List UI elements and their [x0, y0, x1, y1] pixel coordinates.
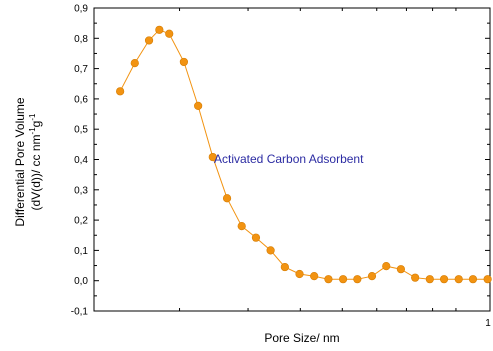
y-axis-title-line1: Differential Pore Volume [13, 97, 27, 227]
data-point [116, 87, 125, 96]
x-tick-label: 1 [485, 318, 491, 329]
data-point [295, 269, 304, 279]
data-point [165, 29, 174, 38]
data-point [237, 222, 246, 231]
data-point [338, 275, 348, 284]
y-axis-unit-sup1: -1 [28, 127, 37, 135]
data-point [266, 246, 275, 255]
y-tick-label: 0,7 [74, 64, 88, 75]
y-tick-label: 0,3 [74, 185, 88, 196]
y-axis-unit-g: g [29, 121, 43, 128]
data-point [208, 152, 217, 162]
data-point [194, 101, 203, 110]
y-axis-title-line2: (dV(d))/ cc nm-1g-1 [28, 113, 43, 210]
data-point [425, 275, 434, 284]
y-tick-label: 0,4 [74, 155, 88, 166]
y-tick-label: 0,2 [74, 216, 88, 227]
data-point [483, 275, 492, 284]
data-point [454, 275, 463, 284]
data-point [382, 262, 391, 271]
y-tick-label: 0,9 [74, 4, 88, 15]
data-point [310, 272, 319, 281]
data-point [144, 36, 154, 45]
y-axis-title: Differential Pore Volume (dV(d))/ cc nm-… [13, 97, 43, 227]
data-point [130, 59, 139, 68]
data-point [439, 275, 449, 284]
y-axis-unit-sup2: -1 [28, 113, 37, 121]
y-axis-unit-main: (dV(d))/ cc nm [29, 134, 43, 210]
y-tick-label: 0,5 [74, 125, 88, 136]
y-tick-label: 0,8 [74, 34, 88, 45]
y-tick-label: 0,1 [74, 246, 88, 257]
data-point [367, 272, 377, 281]
x-axis-ticks: 1 [179, 8, 491, 329]
data-point [324, 275, 333, 284]
data-point [353, 275, 362, 284]
data-point [468, 275, 478, 284]
data-point [396, 265, 406, 274]
data-point [251, 233, 261, 242]
data-point [155, 25, 164, 34]
chart-annotation: Activated Carbon Adsorbent [214, 152, 364, 166]
data-point [411, 273, 420, 282]
x-axis-title: Pore Size/ nm [264, 331, 339, 345]
data-point [280, 262, 289, 272]
data-point [179, 57, 188, 67]
series-layer [116, 25, 492, 284]
y-axis-ticks: -0,1 0,0 0,1 0,2 0,3 0,4 0,5 0,6 0,7 0,8 0,9 [71, 4, 490, 318]
y-tick-label: 0,6 [74, 94, 88, 105]
y-tick-label: -0,1 [71, 307, 89, 318]
y-tick-label: 0,0 [74, 276, 88, 287]
data-point [222, 194, 232, 203]
